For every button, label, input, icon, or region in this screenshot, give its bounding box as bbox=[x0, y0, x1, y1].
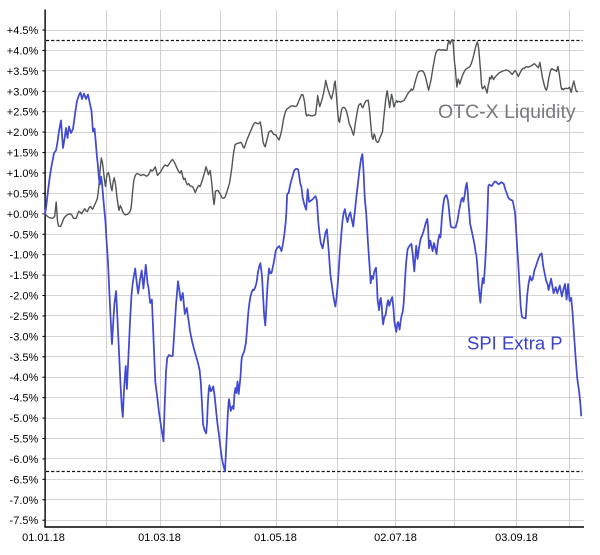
svg-text:+4.5%: +4.5% bbox=[7, 25, 39, 37]
svg-text:-3.0%: -3.0% bbox=[10, 331, 39, 343]
svg-text:-2.5%: -2.5% bbox=[10, 311, 39, 323]
svg-text:+1.0%: +1.0% bbox=[7, 168, 39, 180]
svg-text:-4.0%: -4.0% bbox=[10, 372, 39, 384]
svg-text:-6.5%: -6.5% bbox=[10, 474, 39, 486]
svg-text:01.03.18: 01.03.18 bbox=[138, 532, 181, 544]
svg-text:+0.0%: +0.0% bbox=[7, 209, 39, 221]
svg-text:-1.0%: -1.0% bbox=[10, 250, 39, 262]
svg-text:-7.5%: -7.5% bbox=[10, 515, 39, 527]
svg-text:-4.5%: -4.5% bbox=[10, 393, 39, 405]
svg-text:-6.0%: -6.0% bbox=[10, 454, 39, 466]
svg-text:01.05.18: 01.05.18 bbox=[254, 532, 297, 544]
svg-text:-3.5%: -3.5% bbox=[10, 352, 39, 364]
svg-text:+2.0%: +2.0% bbox=[7, 127, 39, 139]
svg-text:SPI Extra P: SPI Extra P bbox=[467, 333, 563, 354]
svg-text:+3.5%: +3.5% bbox=[7, 66, 39, 78]
svg-text:-0.5%: -0.5% bbox=[10, 229, 39, 241]
svg-text:-5.5%: -5.5% bbox=[10, 434, 39, 446]
svg-text:+1.5%: +1.5% bbox=[7, 148, 39, 160]
svg-text:-5.0%: -5.0% bbox=[10, 413, 39, 425]
svg-text:+0.5%: +0.5% bbox=[7, 188, 39, 200]
svg-text:OTC-X Liquidity: OTC-X Liquidity bbox=[438, 101, 576, 123]
svg-text:02.07.18: 02.07.18 bbox=[374, 532, 417, 544]
svg-text:-2.0%: -2.0% bbox=[10, 291, 39, 303]
svg-text:+2.5%: +2.5% bbox=[7, 107, 39, 119]
svg-text:+4.0%: +4.0% bbox=[7, 45, 39, 57]
svg-text:01.01.18: 01.01.18 bbox=[22, 532, 65, 544]
svg-text:+3.0%: +3.0% bbox=[7, 86, 39, 98]
svg-text:-7.0%: -7.0% bbox=[10, 495, 39, 507]
svg-text:-1.5%: -1.5% bbox=[10, 270, 39, 282]
svg-text:03.09.18: 03.09.18 bbox=[495, 532, 538, 544]
